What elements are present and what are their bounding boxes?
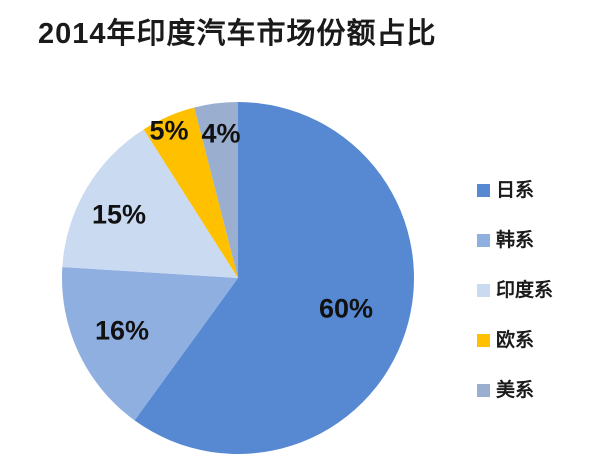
legend-label: 印度系	[496, 279, 554, 301]
pie-slice-3-欧系	[143, 107, 238, 278]
pie-slice-2-印度系	[62, 129, 238, 278]
legend: 日系韩系印度系欧系美系	[477, 180, 553, 400]
legend-item-1-韩系: 韩系	[477, 230, 553, 250]
pie-slice-4-美系	[194, 102, 238, 278]
legend-item-0-日系: 日系	[477, 180, 553, 200]
pie-slice-0-日系	[134, 102, 414, 454]
pie-label-2-印度系: 15%	[91, 199, 147, 230]
legend-swatch-icon	[477, 383, 490, 397]
pie-label-1-韩系: 16%	[94, 315, 150, 346]
legend-item-2-印度系: 印度系	[477, 280, 553, 300]
pie-label-3-欧系: 5%	[149, 115, 189, 146]
legend-swatch-icon	[477, 183, 490, 197]
legend-swatch-icon	[477, 333, 490, 347]
chart-title: 2014年印度汽车市场份额占比	[38, 18, 437, 50]
legend-label: 欧系	[496, 329, 535, 351]
legend-swatch-icon	[477, 283, 490, 297]
legend-label: 日系	[496, 179, 535, 201]
pie-label-4-美系: 4%	[201, 118, 241, 149]
legend-item-3-欧系: 欧系	[477, 330, 553, 350]
pie-label-0-日系: 60%	[318, 293, 374, 324]
legend-label: 韩系	[496, 229, 535, 251]
legend-label: 美系	[496, 379, 535, 401]
legend-item-4-美系: 美系	[477, 380, 553, 400]
pie-slice-1-韩系	[62, 266, 238, 421]
legend-swatch-icon	[477, 233, 490, 247]
